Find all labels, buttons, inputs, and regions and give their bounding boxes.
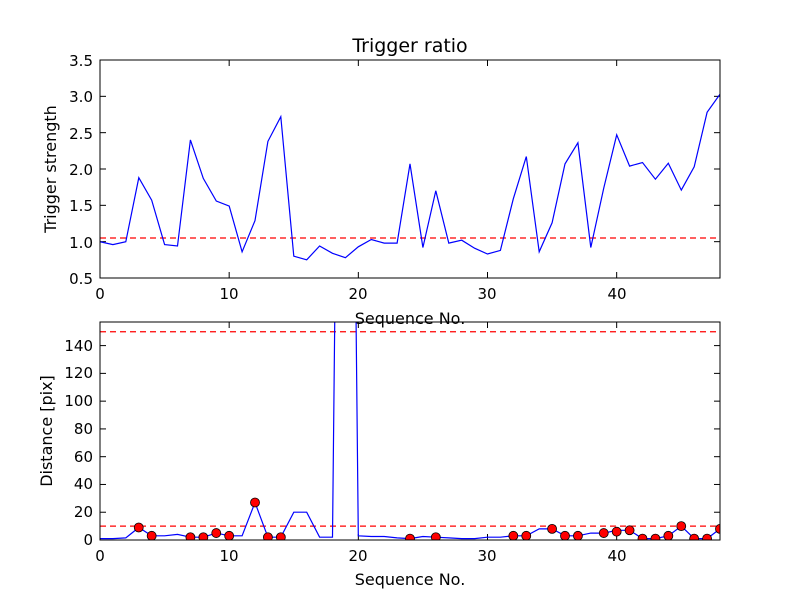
x-tick-labels: 0 10 20 30 40 (95, 547, 626, 565)
y-tick-label: 20 (74, 503, 93, 521)
y-tick-labels: 0 20 40 60 80 100 120 140 (64, 337, 93, 549)
series-line (100, 93, 720, 261)
marked-point (573, 530, 583, 540)
y-tick-label: 0 (83, 531, 93, 549)
x-tick-label: 20 (348, 547, 367, 565)
marked-point (715, 523, 720, 534)
x-tick-label: 20 (348, 285, 367, 303)
marked-point (689, 533, 700, 540)
marked-point (663, 530, 674, 540)
trigger-ratio-chart: Trigger ratio Trigger strength Sequence … (41, 35, 721, 328)
marked-point (275, 532, 286, 540)
marked-point (133, 522, 144, 533)
y-tick-label: 1.5 (69, 197, 93, 215)
y-tick-label: 40 (74, 475, 93, 493)
marked-point (198, 532, 209, 540)
y-tick-label: 3.5 (69, 52, 93, 70)
y-tick-label: 120 (64, 364, 93, 382)
x-tick-label: 10 (219, 547, 238, 565)
plot-area (100, 322, 720, 540)
marked-point (598, 528, 609, 538)
marked-point (611, 526, 622, 537)
plot-content (100, 93, 720, 261)
x-tick-labels: 0 10 20 30 40 (95, 285, 626, 303)
marked-point (211, 528, 222, 538)
marked-point (250, 497, 260, 508)
x-axis-label: Sequence No. (355, 309, 466, 328)
marked-point (430, 532, 441, 540)
y-tick-label: 1.0 (69, 234, 93, 252)
x-axis-label: Sequence No. (355, 570, 466, 589)
marked-point (547, 523, 557, 534)
marked-point (560, 530, 570, 540)
marked-point (521, 530, 532, 540)
y-tick-label: 140 (64, 337, 93, 355)
marked-point (637, 533, 648, 540)
y-tick-label: 0.5 (69, 270, 93, 288)
marked-point (650, 533, 661, 540)
marked-point (405, 533, 415, 540)
y-tick-label: 100 (64, 392, 93, 410)
y-tick-label: 3.0 (69, 88, 93, 106)
marked-point (224, 530, 235, 540)
y-tick-labels: 0.5 1.0 1.5 2.0 2.5 3.0 3.5 (69, 52, 93, 288)
plot-content (100, 322, 720, 540)
x-tick-label: 40 (607, 285, 626, 303)
y-axis-label: Trigger strength (41, 105, 60, 234)
y-tick-label: 80 (74, 420, 93, 438)
y-tick-label: 2.0 (69, 161, 93, 179)
marked-point (146, 530, 157, 540)
marked-point (185, 532, 196, 540)
marked-point (702, 533, 712, 540)
x-tick-label: 10 (219, 285, 238, 303)
x-tick-label: 30 (477, 285, 496, 303)
y-tick-label: 60 (74, 448, 93, 466)
x-tick-label: 0 (95, 285, 105, 303)
marked-point (508, 530, 519, 540)
y-tick-label: 2.5 (69, 125, 93, 143)
x-tick-label: 0 (95, 547, 105, 565)
x-tick-label: 30 (477, 547, 496, 565)
distance-chart: Distance [pix] Sequence No. 0 10 20 30 4… (37, 321, 721, 589)
plot-area (100, 93, 720, 261)
y-axis-label: Distance [pix] (37, 375, 56, 487)
axes-frame (99, 59, 721, 279)
axes-frame (99, 321, 721, 541)
marked-point (676, 521, 687, 532)
marked-point (263, 532, 273, 540)
x-tick-label: 40 (607, 547, 626, 565)
chart-title: Trigger ratio (351, 35, 467, 57)
marked-point (624, 525, 635, 536)
